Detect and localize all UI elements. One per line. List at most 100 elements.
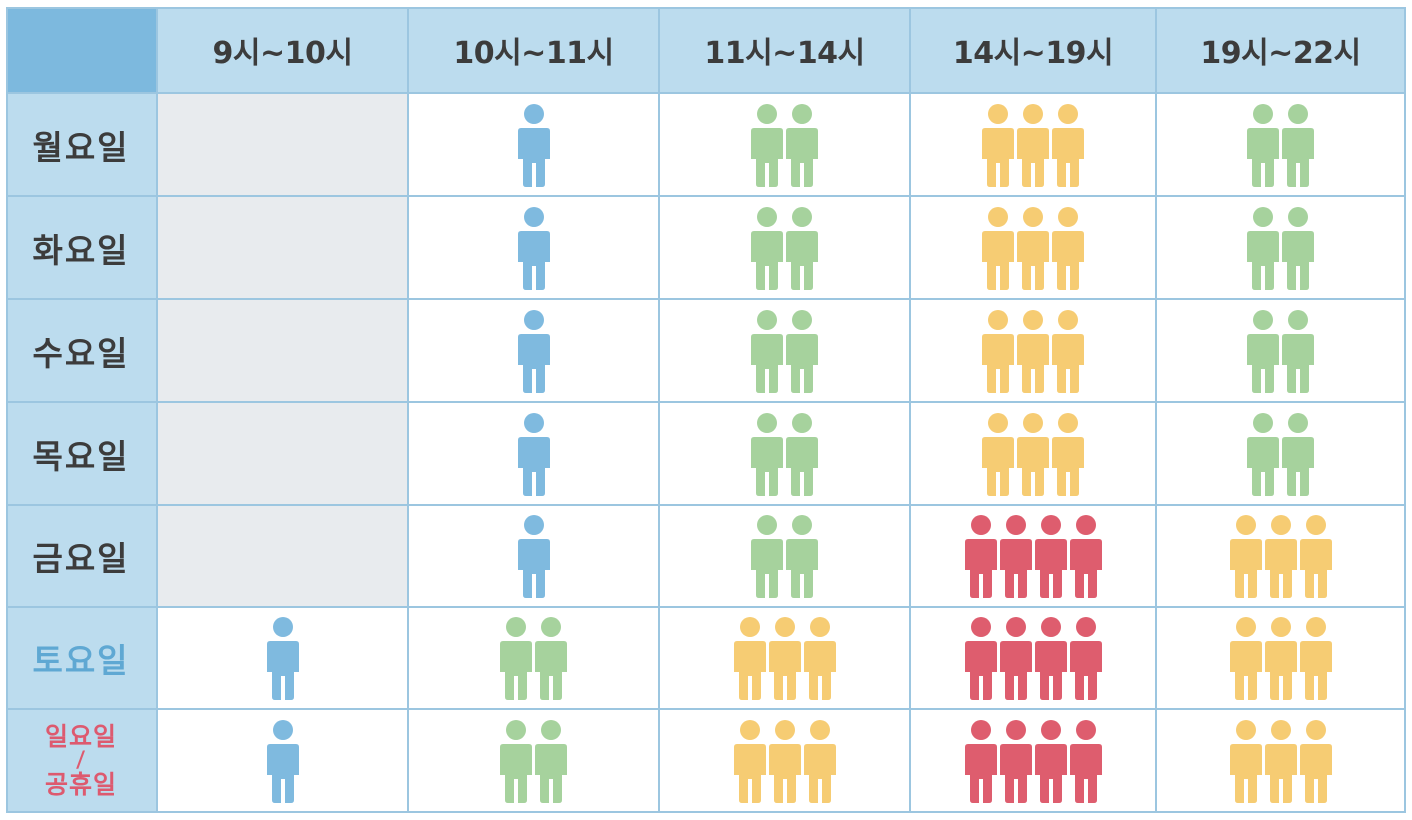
day-label-line2: 공휴일 (44, 769, 117, 799)
closed-cell (158, 403, 409, 506)
row-header-day: 목요일 (6, 403, 158, 506)
congestion-cell (911, 197, 1157, 300)
person-group (750, 514, 820, 598)
person-icon (1264, 617, 1297, 700)
row-header-day: 화요일 (6, 197, 158, 300)
person-icon (517, 206, 550, 290)
congestion-cell (911, 300, 1157, 403)
congestion-cell (409, 197, 660, 300)
row-header-day: 수요일 (6, 300, 158, 403)
congestion-cell (660, 300, 911, 403)
person-icon (1034, 617, 1067, 700)
person-icon (1299, 617, 1332, 700)
person-icon (751, 206, 783, 290)
congestion-cell (1157, 608, 1406, 710)
person-icon (786, 412, 818, 496)
person-icon (786, 206, 818, 290)
congestion-cell (158, 608, 409, 710)
congestion-cell (409, 608, 660, 710)
person-icon (786, 309, 818, 393)
person-icon (1229, 515, 1262, 598)
person-icon (999, 617, 1032, 700)
person-icon (1034, 719, 1067, 803)
row-header-day: 토요일 (6, 608, 158, 710)
row-header-day: 월요일 (6, 94, 158, 197)
congestion-cell (911, 710, 1157, 813)
person-icon (535, 719, 567, 803)
person-icon (1017, 103, 1049, 187)
person-icon (964, 515, 997, 598)
congestion-cell (660, 710, 911, 813)
person-icon (751, 515, 783, 598)
person-group (981, 412, 1086, 496)
person-icon (1017, 309, 1049, 393)
person-icon (999, 719, 1032, 803)
person-group (265, 616, 300, 700)
day-label: 일요일 (44, 721, 117, 751)
congestion-cell (1157, 710, 1406, 813)
closed-cell (158, 197, 409, 300)
person-icon (751, 412, 783, 496)
person-icon (786, 103, 818, 187)
person-group (750, 103, 820, 187)
day-separator: / (75, 747, 87, 773)
person-group (1246, 103, 1316, 187)
person-icon (1069, 719, 1102, 803)
person-group (1246, 412, 1316, 496)
column-header: 11시~14시 (660, 7, 911, 94)
congestion-cell (158, 710, 409, 813)
person-icon (517, 515, 550, 598)
table-border-left (6, 7, 8, 813)
person-icon (1299, 719, 1332, 803)
person-group (750, 309, 820, 393)
person-icon (1017, 206, 1049, 290)
person-group (516, 103, 551, 187)
congestion-cell (911, 608, 1157, 710)
column-header: 19시~22시 (1157, 7, 1406, 94)
person-icon (1282, 412, 1314, 496)
person-icon (1264, 515, 1297, 598)
closed-cell (158, 300, 409, 403)
person-icon (1069, 515, 1102, 598)
person-icon (803, 719, 836, 803)
person-icon (517, 103, 550, 187)
column-header: 10시~11시 (409, 7, 660, 94)
person-icon (768, 617, 801, 700)
congestion-cell (1157, 403, 1406, 506)
closed-cell (158, 94, 409, 197)
person-group (981, 103, 1086, 187)
person-icon (517, 412, 550, 496)
person-group (963, 514, 1103, 598)
congestion-table: 9시~10시 10시~11시 11시~14시 14시~19시 19시~22시 월요일 화요일… (6, 7, 1406, 813)
person-icon (999, 515, 1032, 598)
person-group (1228, 719, 1333, 803)
congestion-cell (409, 506, 660, 608)
row-header-day: 금요일 (6, 506, 158, 608)
person-group (963, 719, 1103, 803)
row-header-day: 일요일 / 공휴일 (6, 710, 158, 813)
person-icon (266, 617, 299, 700)
person-icon (1264, 719, 1297, 803)
person-icon (1299, 515, 1332, 598)
person-group (1228, 514, 1333, 598)
person-group (981, 309, 1086, 393)
person-icon (500, 617, 532, 700)
congestion-cell (911, 506, 1157, 608)
person-icon (1069, 617, 1102, 700)
person-icon (982, 412, 1014, 496)
congestion-cell (660, 197, 911, 300)
closed-cell (158, 506, 409, 608)
person-icon (982, 309, 1014, 393)
person-icon (1052, 309, 1084, 393)
congestion-cell (660, 608, 911, 710)
person-icon (1247, 206, 1279, 290)
person-icon (1052, 103, 1084, 187)
congestion-cell (409, 94, 660, 197)
person-icon (266, 719, 299, 803)
congestion-cell (409, 300, 660, 403)
congestion-cell (1157, 94, 1406, 197)
person-icon (517, 309, 550, 393)
person-icon (751, 103, 783, 187)
person-icon (733, 719, 766, 803)
person-icon (964, 617, 997, 700)
